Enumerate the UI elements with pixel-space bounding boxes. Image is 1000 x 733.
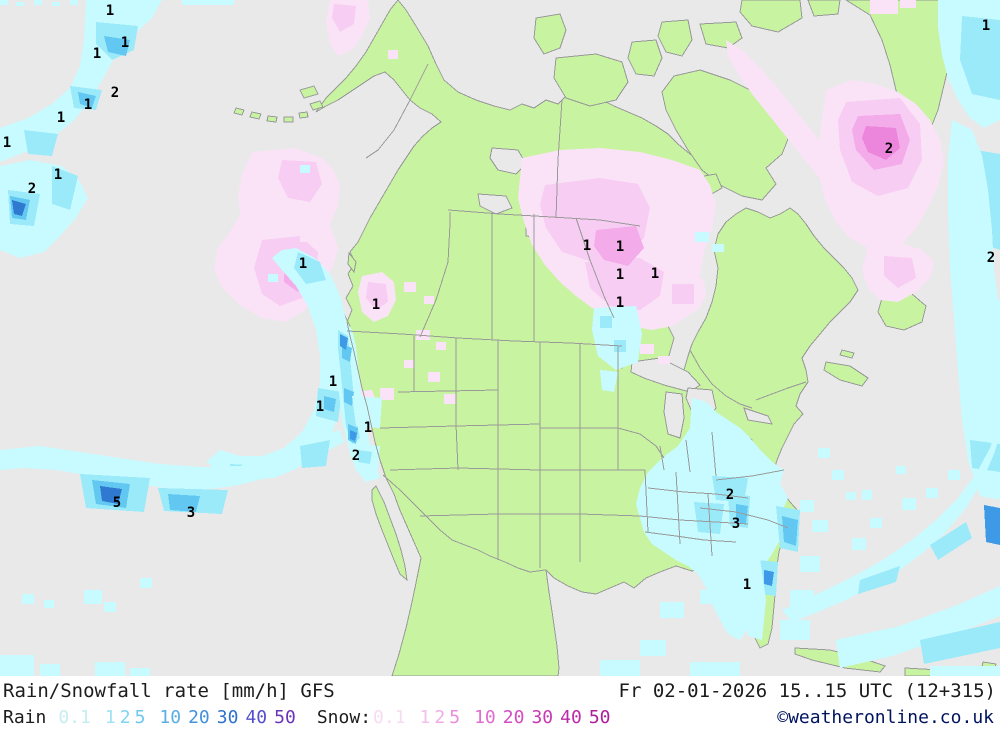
rain-value-label: 2	[28, 181, 36, 197]
snow-areas	[214, 0, 944, 460]
rain-value-label: 1	[329, 374, 337, 390]
rain-value-label: 1	[364, 420, 372, 436]
snow-legend-scale: 0.1 1 2 5 10 20 30 40 50	[373, 707, 617, 728]
caption-bar: Rain/Snowfall rate [mm/h] GFS Fr 02-01-2…	[0, 676, 1000, 733]
rain-value-label: 3	[732, 516, 740, 532]
rain-value-label: 1	[316, 399, 324, 415]
snow-value-label: 1	[616, 267, 624, 283]
rain-legend-scale: 0.1 1 2 5 10 20 30 40 50	[58, 707, 302, 728]
snow-scale-value-40: 40	[560, 707, 582, 728]
snow-value-label: 2	[885, 141, 893, 157]
snow-scale-value-1: 1	[419, 707, 431, 728]
snow-scale-value-10: 10	[474, 707, 496, 728]
snow-scale-value-5: 5	[449, 707, 461, 728]
rain-scale-value-10: 10	[159, 707, 182, 728]
rain-value-label: 1	[299, 256, 307, 272]
rain-areas	[0, 0, 1000, 676]
snow-value-label: 1	[616, 295, 624, 311]
rain-scale-value-30: 30	[216, 707, 239, 728]
rain-legend-label: Rain	[3, 707, 47, 728]
snow-value-label: 1	[372, 297, 380, 313]
rain-value-label: 5	[113, 495, 121, 511]
snow-value-label: 1	[616, 239, 624, 255]
rain-value-label: 2	[111, 85, 119, 101]
rain-value-label: 1	[54, 167, 62, 183]
rain-scale-value-1: 1	[104, 707, 116, 728]
rain-value-label: 1	[106, 3, 114, 19]
snow-scale-value-30: 30	[531, 707, 554, 728]
rain-value-label: 1	[57, 110, 65, 126]
snow-scale-value-2: 2	[434, 707, 446, 728]
snow-scale-value-50: 50	[588, 707, 611, 728]
rain-scale-value-2: 2	[119, 707, 131, 728]
rain-scale-value-5: 5	[134, 707, 146, 728]
copyright-link[interactable]: ©weatheronline.co.uk	[777, 707, 994, 728]
rain-scale-value-0.1: 0.1	[58, 707, 91, 728]
snow-legend-label: Snow:	[316, 707, 372, 728]
rain-value-label: 1	[84, 97, 92, 113]
map-title: Rain/Snowfall rate [mm/h] GFS	[3, 680, 335, 702]
rain-value-label: 2	[352, 448, 360, 464]
rain-scale-value-50: 50	[274, 707, 296, 728]
snow-scale-value-20: 20	[502, 707, 525, 728]
rain-value-label: 2	[726, 487, 734, 503]
rain-scale-value-20: 20	[188, 707, 210, 728]
snow-value-label: 1	[651, 266, 659, 282]
snow-value-label: 1	[583, 238, 591, 254]
rain-scale-value-40: 40	[245, 707, 268, 728]
rain-value-label: 1	[121, 35, 129, 51]
legend-row: Rain 0.1 1 2 5 10 20 30 40 50 Snow: 0.1 1 2 5 10 20 30 40 5…	[3, 705, 618, 731]
snow-scale-value-0.1: 0.1	[373, 707, 406, 728]
rain-value-label: 2	[987, 250, 995, 266]
rain-value-label: 1	[3, 135, 11, 151]
rain-value-label: 1	[743, 577, 751, 593]
rain-value-label: 1	[93, 46, 101, 62]
political-borders	[346, 0, 807, 573]
rain-value-label: 1	[982, 18, 990, 34]
rain-value-label: 3	[187, 505, 195, 521]
valid-datetime: Fr 02-01-2026 15..15 UTC (12+315)	[618, 680, 997, 702]
